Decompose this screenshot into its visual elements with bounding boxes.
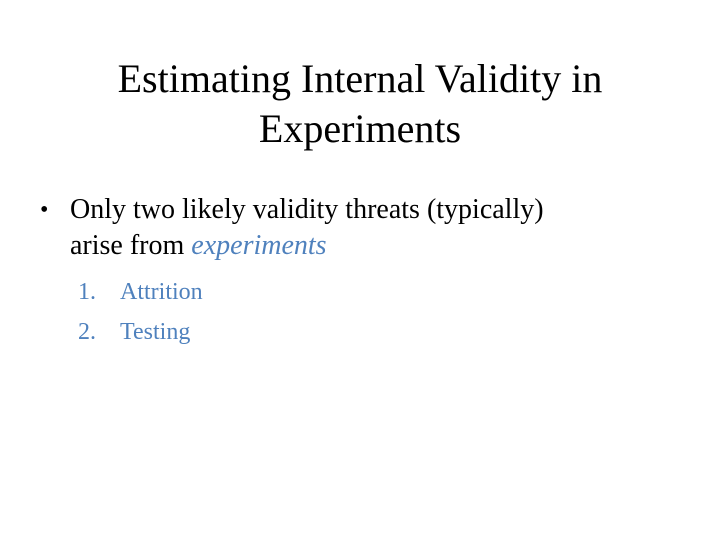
sublist-number: 2.	[78, 319, 96, 345]
bullet-text-line-1: Only two likely validity threats (typica…	[70, 194, 544, 225]
slide-title: Estimating Internal Validity in Experime…	[60, 54, 660, 154]
slide-title-line-2: Experiments	[258, 106, 462, 151]
slide-title-line-1: Estimating Internal Validity in	[117, 56, 603, 101]
sublist-number: 1.	[78, 279, 96, 305]
sublist-label: Attrition	[120, 279, 203, 305]
sublist-item-testing: 2. Testing	[78, 312, 578, 352]
bullet-text: Only two likely validity threats (typica…	[70, 192, 650, 264]
bullet-marker: •	[40, 197, 49, 223]
bullet-emphasis-experiments: experiments	[191, 230, 327, 261]
numbered-sublist: 1. Attrition 2. Testing	[78, 272, 578, 352]
sublist-item-attrition: 1. Attrition	[78, 272, 578, 312]
sublist-label: Testing	[120, 319, 191, 345]
bullet-text-line-2-prefix: arise from	[70, 230, 192, 261]
